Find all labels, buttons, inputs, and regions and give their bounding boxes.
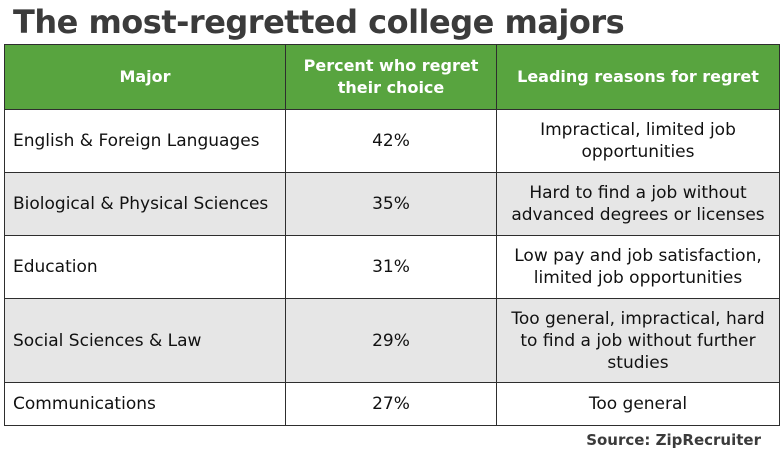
percent-cell: 31%: [285, 235, 497, 299]
table-row: Education 31% Low pay and job satisfacti…: [4, 235, 780, 299]
table-row: English & Foreign Languages 42% Impracti…: [4, 109, 780, 173]
major-cell: Education: [4, 235, 286, 299]
reason-cell: Impractical, limited job opportunities: [496, 109, 780, 173]
source-credit: Source: ZipRecruiter: [586, 431, 761, 449]
column-header-percent: Percent who regret their choice: [285, 44, 497, 110]
table-header-row: Major Percent who regret their choice Le…: [4, 44, 780, 110]
regret-table: Major Percent who regret their choice Le…: [4, 44, 780, 426]
percent-cell: 27%: [285, 382, 497, 426]
reason-cell: Too general: [496, 382, 780, 426]
column-header-major: Major: [4, 44, 286, 110]
table-row: Social Sciences & Law 29% Too general, i…: [4, 298, 780, 383]
reason-cell: Too general, impractical, hard to find a…: [496, 298, 780, 383]
major-cell: Biological & Physical Sciences: [4, 172, 286, 236]
major-cell: Social Sciences & Law: [4, 298, 286, 383]
major-cell: English & Foreign Languages: [4, 109, 286, 173]
table-row: Biological & Physical Sciences 35% Hard …: [4, 172, 780, 236]
table-row: Communications 27% Too general: [4, 382, 780, 426]
percent-cell: 35%: [285, 172, 497, 236]
page-title: The most-regretted college majors: [13, 3, 625, 41]
percent-cell: 29%: [285, 298, 497, 383]
percent-cell: 42%: [285, 109, 497, 173]
reason-cell: Low pay and job satisfaction, limited jo…: [496, 235, 780, 299]
reason-cell: Hard to find a job without advanced degr…: [496, 172, 780, 236]
major-cell: Communications: [4, 382, 286, 426]
column-header-reasons: Leading reasons for regret: [496, 44, 780, 110]
